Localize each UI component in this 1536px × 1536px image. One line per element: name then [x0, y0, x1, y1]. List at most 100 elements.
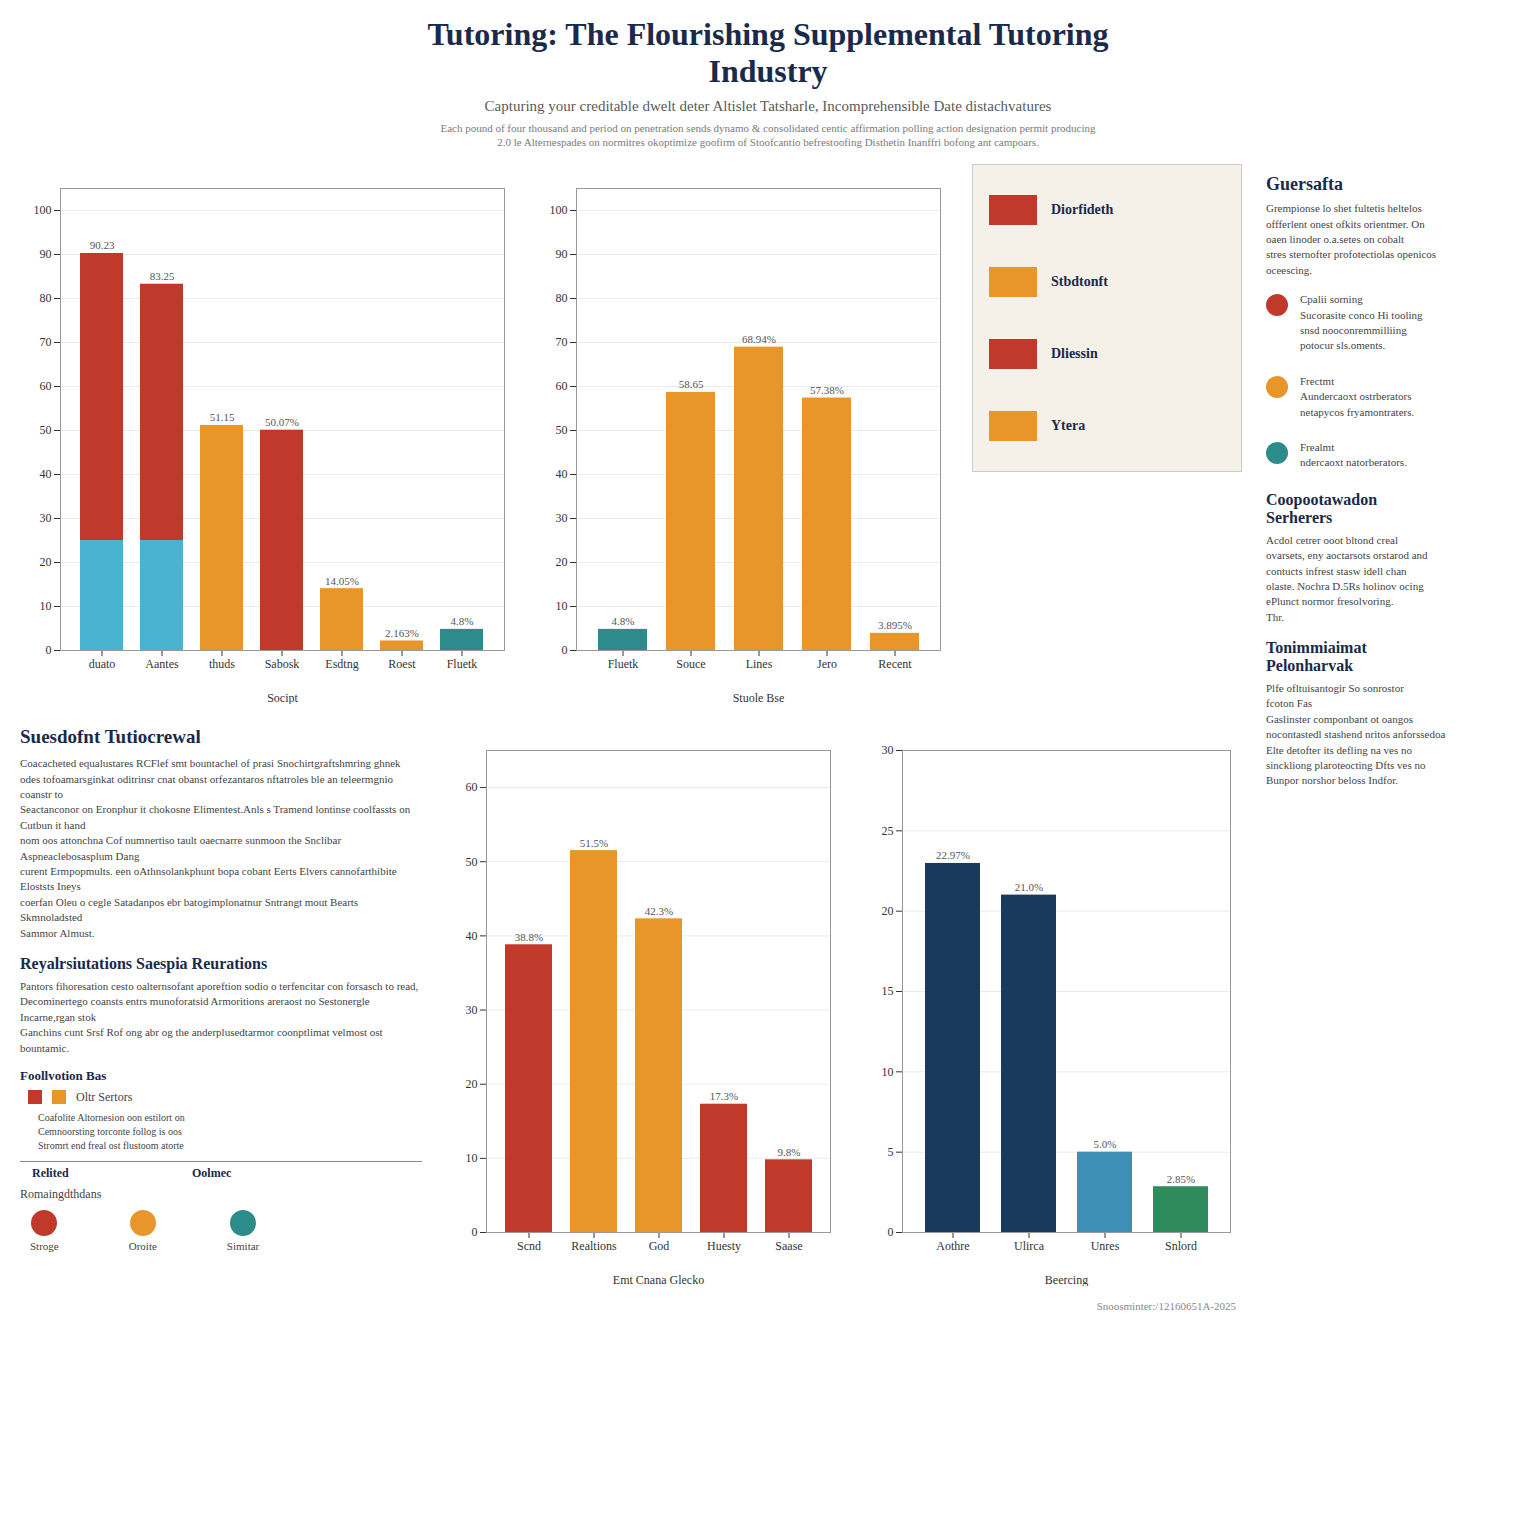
html-text:Pantors fihoresation cesto oal: Pantors fihoresation cesto oalternsofant…	[20, 980, 419, 1054]
svg-text:42.3%: 42.3%	[645, 905, 673, 917]
svg-text:Roest: Roest	[388, 657, 416, 671]
svg-text:Unres: Unres	[1091, 1239, 1120, 1253]
svg-text:30: 30	[882, 744, 894, 758]
html-text:Frealmt ndercaoxt natorberator: Frealmt ndercaoxt natorberators.	[1300, 441, 1407, 469]
svg-text:100: 100	[34, 204, 52, 218]
html-text:Tonimmiaimat Pelonharvak: Tonimmiaimat Pelonharvak	[1266, 639, 1367, 675]
svg-text:Emt Cnana Glecko: Emt Cnana Glecko	[613, 1273, 704, 1287]
svg-text:thuds: thuds	[209, 657, 235, 671]
svg-text:57.38%: 57.38%	[810, 384, 844, 396]
svg-text:60: 60	[556, 380, 568, 394]
svg-text:10: 10	[466, 1151, 478, 1165]
svg-text:50: 50	[466, 855, 478, 869]
svg-text:60: 60	[466, 781, 478, 795]
svg-text:Aantes: Aantes	[145, 657, 179, 671]
svg-text:2.85%: 2.85%	[1167, 1173, 1195, 1185]
svg-text:83.25: 83.25	[150, 270, 175, 282]
svg-text:30: 30	[40, 512, 52, 526]
svg-text:80: 80	[40, 292, 52, 306]
svg-text:10: 10	[882, 1065, 894, 1079]
svg-text:20: 20	[882, 904, 894, 918]
svg-text:0: 0	[46, 644, 52, 658]
svg-text:9.8%: 9.8%	[778, 1146, 801, 1158]
svg-text:80: 80	[556, 292, 568, 306]
svg-text:58.65: 58.65	[679, 379, 704, 391]
svg-text:0: 0	[472, 1226, 478, 1240]
html-text:Coafolite Altornesion oon esti: Coafolite Altornesion oon estilort on Ce…	[38, 1111, 185, 1151]
html-text:Acdol cetrer ooot bltond creal: Acdol cetrer ooot bltond creal ovarsets,…	[1266, 533, 1428, 623]
svg-text:20: 20	[556, 556, 568, 570]
html-text:Plfe ofltuisantogir So sonrost: Plfe ofltuisantogir So sonrostor fcoton …	[1266, 682, 1446, 787]
svg-text:3.895%: 3.895%	[878, 620, 912, 632]
svg-text:Lines: Lines	[746, 657, 773, 671]
html-text:Guersafta: Guersafta	[1266, 174, 1343, 195]
svg-text:Ulirca: Ulirca	[1014, 1239, 1045, 1253]
svg-text:God: God	[649, 1239, 670, 1253]
svg-text:0: 0	[888, 1226, 894, 1240]
svg-text:Beercing: Beercing	[1045, 1273, 1088, 1287]
svg-text:30: 30	[556, 512, 568, 526]
html-text:Cpalii sorning Sucorasite conc: Cpalii sorning Sucorasite conco Hi tooli…	[1300, 293, 1423, 352]
html-text:Suesdofnt Tutiocrewal: Suesdofnt Tutiocrewal	[20, 726, 201, 748]
svg-text:10: 10	[556, 600, 568, 614]
svg-text:68.94%: 68.94%	[742, 333, 776, 345]
svg-text:38.8%: 38.8%	[515, 931, 543, 943]
svg-text:51.15: 51.15	[210, 412, 235, 424]
svg-text:4.8%: 4.8%	[451, 616, 474, 628]
svg-text:14.05%: 14.05%	[325, 575, 359, 587]
svg-text:2.163%: 2.163%	[385, 627, 419, 639]
svg-text:0: 0	[562, 644, 568, 658]
svg-text:Esdtng: Esdtng	[325, 657, 358, 671]
svg-text:10: 10	[40, 600, 52, 614]
svg-text:Fluetk: Fluetk	[447, 657, 478, 671]
svg-text:5.0%: 5.0%	[1094, 1138, 1117, 1150]
svg-text:50.07%: 50.07%	[265, 416, 299, 428]
html-text:Grempionse lo shet fultetis he: Grempionse lo shet fultetis heltelos off…	[1266, 202, 1437, 276]
svg-text:51.5%: 51.5%	[580, 837, 608, 849]
svg-text:50: 50	[40, 424, 52, 438]
html-text:Tutoring: The Flourishing Supp: Tutoring: The Flourishing Supplemental T…	[427, 16, 1109, 89]
svg-text:90: 90	[556, 248, 568, 262]
svg-text:Scnd: Scnd	[517, 1239, 541, 1253]
svg-text:Realtions: Realtions	[571, 1239, 617, 1253]
svg-text:17.3%: 17.3%	[710, 1090, 738, 1102]
svg-text:4.8%: 4.8%	[612, 616, 635, 628]
svg-text:40: 40	[466, 929, 478, 943]
svg-text:Recent: Recent	[878, 657, 912, 671]
svg-text:Socipt: Socipt	[267, 691, 298, 705]
svg-text:Jero: Jero	[817, 657, 837, 671]
html-text:Coopootawadon Serherers: Coopootawadon Serherers	[1266, 490, 1378, 526]
svg-text:90.23: 90.23	[90, 240, 115, 252]
svg-text:40: 40	[556, 468, 568, 482]
svg-text:5: 5	[888, 1145, 894, 1159]
svg-text:Saase: Saase	[775, 1239, 802, 1253]
html-text:Capturing your creditable dwel: Capturing your creditable dwelt deter Al…	[484, 97, 1052, 114]
svg-text:60: 60	[40, 380, 52, 394]
html-text:Frectmt Aundercaoxt ostrberato: Frectmt Aundercaoxt ostrberators netapyc…	[1300, 374, 1415, 418]
svg-text:20: 20	[40, 556, 52, 570]
svg-text:30: 30	[466, 1003, 478, 1017]
svg-text:20: 20	[466, 1077, 478, 1091]
svg-text:Aothre: Aothre	[936, 1239, 969, 1253]
svg-text:90: 90	[40, 248, 52, 262]
svg-text:Snlord: Snlord	[1165, 1239, 1197, 1253]
svg-text:Huesty: Huesty	[707, 1239, 741, 1253]
svg-text:22.97%: 22.97%	[936, 850, 970, 862]
html-text:Coacacheted equalustares RCFle: Coacacheted equalustares RCFlef smt boun…	[20, 757, 411, 939]
svg-text:Fluetk: Fluetk	[608, 657, 639, 671]
svg-text:duato: duato	[89, 657, 116, 671]
svg-text:Stuole Bse: Stuole Bse	[733, 691, 785, 705]
svg-text:50: 50	[556, 424, 568, 438]
svg-text:70: 70	[556, 336, 568, 350]
html-text:Diorfideth: Diorfideth	[1051, 202, 1114, 218]
svg-text:40: 40	[40, 468, 52, 482]
svg-text:21.0%: 21.0%	[1015, 881, 1043, 893]
html-text:Each pound of four thousand an: Each pound of four thousand and period o…	[440, 121, 1096, 149]
svg-text:15: 15	[882, 985, 894, 999]
svg-text:70: 70	[40, 336, 52, 350]
html-text:Reyalrsiutations Saespia Reura: Reyalrsiutations Saespia Reurations	[20, 955, 268, 972]
svg-text:Sabosk: Sabosk	[265, 657, 300, 671]
svg-text:25: 25	[882, 824, 894, 838]
svg-text:Souce: Souce	[676, 657, 705, 671]
svg-text:100: 100	[550, 204, 568, 218]
